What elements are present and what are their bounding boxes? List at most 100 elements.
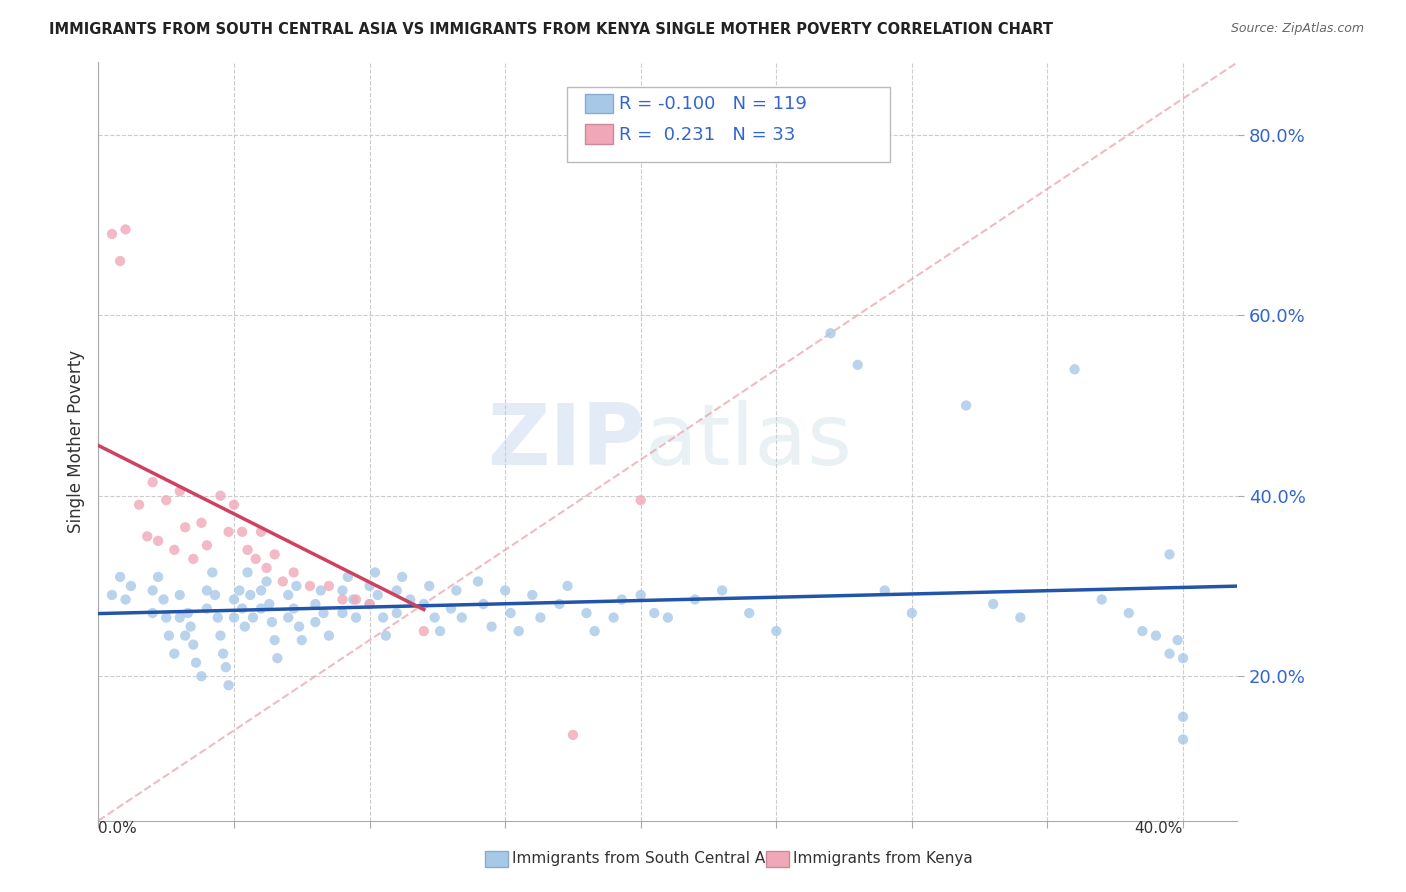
Point bbox=[101, 588, 124, 602]
Point bbox=[820, 326, 842, 341]
Point bbox=[522, 588, 544, 602]
Point bbox=[266, 651, 288, 665]
Point bbox=[332, 583, 354, 598]
Point bbox=[602, 610, 624, 624]
Point bbox=[391, 570, 413, 584]
Text: Immigrants from Kenya: Immigrants from Kenya bbox=[793, 851, 973, 865]
Point bbox=[114, 222, 136, 236]
Text: R = -0.100   N = 119: R = -0.100 N = 119 bbox=[619, 95, 807, 113]
Point bbox=[222, 498, 245, 512]
Point bbox=[738, 606, 761, 620]
Point bbox=[711, 583, 734, 598]
Point bbox=[174, 520, 197, 534]
Text: 0.0%: 0.0% bbox=[98, 821, 138, 836]
Point bbox=[207, 610, 229, 624]
Point bbox=[981, 597, 1004, 611]
Point bbox=[201, 566, 224, 580]
Point bbox=[332, 606, 354, 620]
Point bbox=[304, 615, 326, 629]
Point bbox=[152, 592, 174, 607]
Point bbox=[277, 610, 299, 624]
Point bbox=[309, 583, 332, 598]
Point bbox=[108, 570, 131, 584]
Point bbox=[155, 493, 177, 508]
Point bbox=[440, 601, 463, 615]
Point bbox=[1118, 606, 1140, 620]
Point bbox=[190, 669, 212, 683]
Point bbox=[371, 610, 394, 624]
Point bbox=[1171, 710, 1194, 724]
Point bbox=[1091, 592, 1114, 607]
Point bbox=[344, 610, 367, 624]
Point bbox=[250, 583, 273, 598]
Point bbox=[499, 606, 522, 620]
Point bbox=[101, 227, 124, 241]
Text: ZIP: ZIP bbox=[488, 400, 645, 483]
Point bbox=[385, 583, 408, 598]
Point bbox=[374, 629, 396, 643]
Point bbox=[1159, 647, 1181, 661]
Point bbox=[184, 656, 207, 670]
Point bbox=[120, 579, 142, 593]
Point bbox=[332, 592, 354, 607]
Point bbox=[215, 660, 238, 674]
Point bbox=[236, 542, 259, 557]
Point bbox=[412, 624, 434, 639]
Point bbox=[155, 610, 177, 624]
Text: IMMIGRANTS FROM SOUTH CENTRAL ASIA VS IMMIGRANTS FROM KENYA SINGLE MOTHER POVERT: IMMIGRANTS FROM SOUTH CENTRAL ASIA VS IM… bbox=[49, 22, 1053, 37]
Point bbox=[481, 619, 503, 633]
Point bbox=[1167, 633, 1189, 648]
Point bbox=[169, 610, 191, 624]
Point bbox=[195, 583, 218, 598]
Text: Immigrants from South Central Asia: Immigrants from South Central Asia bbox=[512, 851, 787, 865]
Point bbox=[163, 647, 186, 661]
Point bbox=[298, 579, 321, 593]
Point bbox=[195, 538, 218, 552]
Point bbox=[288, 619, 311, 633]
Point bbox=[291, 633, 314, 648]
Point bbox=[222, 592, 245, 607]
Point bbox=[630, 588, 652, 602]
Point bbox=[472, 597, 495, 611]
Point bbox=[245, 552, 267, 566]
Text: 40.0%: 40.0% bbox=[1135, 821, 1182, 836]
Point bbox=[108, 254, 131, 268]
Point bbox=[233, 619, 256, 633]
Point bbox=[263, 633, 285, 648]
Point bbox=[1010, 610, 1032, 624]
Point bbox=[256, 561, 278, 575]
Point bbox=[242, 610, 264, 624]
Point bbox=[575, 606, 598, 620]
Point bbox=[846, 358, 869, 372]
Point bbox=[312, 606, 335, 620]
Point bbox=[342, 592, 364, 607]
Point bbox=[195, 601, 218, 615]
Point bbox=[209, 629, 232, 643]
Point bbox=[359, 597, 381, 611]
Point bbox=[765, 624, 787, 639]
Point bbox=[385, 606, 408, 620]
Point bbox=[142, 606, 165, 620]
Point bbox=[423, 610, 446, 624]
Point bbox=[174, 629, 197, 643]
Point bbox=[146, 533, 169, 548]
Point bbox=[367, 588, 389, 602]
Point bbox=[183, 638, 205, 652]
Point bbox=[157, 629, 180, 643]
Point bbox=[283, 566, 305, 580]
Point bbox=[180, 619, 202, 633]
Point bbox=[429, 624, 451, 639]
Point bbox=[190, 516, 212, 530]
Point bbox=[399, 592, 422, 607]
Point bbox=[467, 574, 489, 589]
Point bbox=[169, 588, 191, 602]
Point bbox=[114, 592, 136, 607]
Point bbox=[259, 597, 281, 611]
Point bbox=[231, 524, 253, 539]
Point bbox=[304, 597, 326, 611]
Point bbox=[657, 610, 679, 624]
Point bbox=[359, 579, 381, 593]
Point bbox=[557, 579, 579, 593]
Point bbox=[212, 647, 235, 661]
Point bbox=[209, 489, 232, 503]
